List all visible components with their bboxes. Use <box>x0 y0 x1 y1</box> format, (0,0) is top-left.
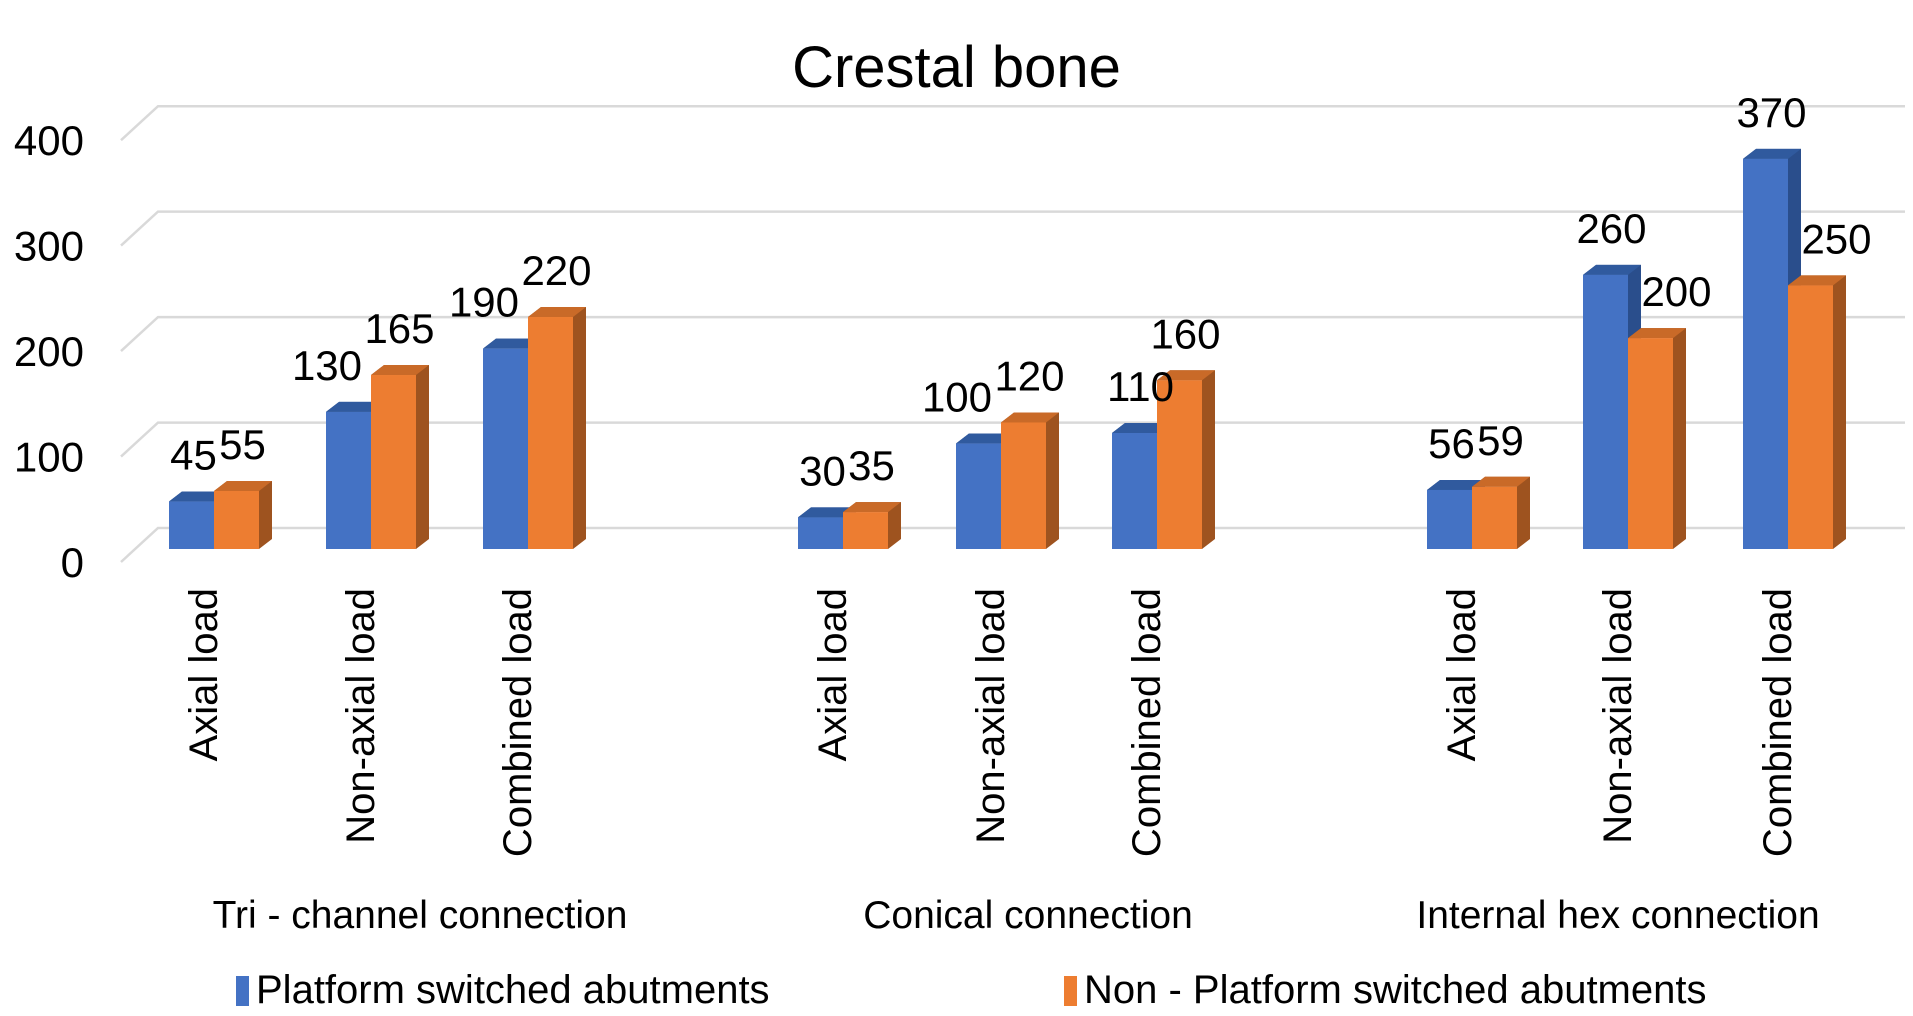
y-tick-label: 0 <box>61 539 84 586</box>
gridline-300 <box>120 210 1905 247</box>
bar-platform-switched-top <box>326 401 384 412</box>
bar-non-platform-switched-front <box>1472 486 1517 549</box>
category-label-non-axial-load: Non-axial load <box>1596 588 1640 844</box>
bar-platform-switched-front <box>169 501 214 549</box>
bar-platform-switched-top <box>169 491 227 502</box>
legend-item-non-platform-switched: Non - Platform switched abutments <box>1064 968 1706 1013</box>
bar-non-platform-switched-front <box>1628 338 1673 549</box>
category-label-axial-load: Axial load <box>182 588 226 762</box>
y-tick-label: 300 <box>14 223 84 270</box>
legend-label: Platform switched abutments <box>256 968 770 1012</box>
category-label-axial-load: Axial load <box>811 588 855 762</box>
bar-platform-switched-top <box>956 433 1014 444</box>
bar-platform-switched-top <box>1583 264 1641 275</box>
bar-non-platform-switched-top <box>843 502 901 513</box>
bar-platform-switched-front <box>1743 158 1788 549</box>
bar-non-platform-switched-side <box>1788 275 1846 549</box>
bar-non-platform-switched-top <box>214 481 272 492</box>
data-label: 45 <box>170 432 217 479</box>
bar-non-platform-switched-side <box>1157 370 1215 549</box>
bar-platform-switched-front <box>956 443 1001 549</box>
data-label: 30 <box>799 447 846 494</box>
gridline-200 <box>120 315 1905 353</box>
data-label: 250 <box>1801 215 1871 262</box>
bar-platform-switched-top <box>798 507 856 518</box>
gridline-400 <box>120 104 1905 142</box>
bar-non-platform-switched-front <box>1157 380 1202 549</box>
group-label-internal-hex: Internal hex connection <box>1416 894 1820 937</box>
bar-non-platform-switched-side <box>371 365 429 549</box>
data-label: 55 <box>219 421 266 468</box>
bar-platform-switched-front <box>1583 274 1628 549</box>
legend-marker-blue <box>236 975 249 1006</box>
bar-non-platform-switched-side <box>528 307 586 549</box>
bar-non-platform-switched-top <box>1788 275 1846 286</box>
category-label-combined-load: Combined load <box>1756 588 1800 858</box>
bar-non-platform-switched-front <box>214 491 259 549</box>
data-label: 59 <box>1477 417 1524 464</box>
legend-label: Non - Platform switched abutments <box>1084 968 1707 1012</box>
bar-non-platform-switched-top <box>1472 476 1530 487</box>
legend-marker-orange <box>1064 975 1077 1006</box>
chart-title: Crestal bone <box>792 35 1121 100</box>
data-label: 100 <box>922 374 992 421</box>
bar-non-platform-switched-side <box>1001 412 1059 549</box>
data-label: 56 <box>1428 420 1475 467</box>
bar-platform-switched-front <box>326 411 371 549</box>
bar-non-platform-switched-front <box>371 375 416 549</box>
bar-non-platform-switched-top <box>1001 412 1059 423</box>
category-label-axial-load: Axial load <box>1440 588 1484 762</box>
data-label: 200 <box>1641 268 1711 315</box>
data-label: 120 <box>994 353 1064 400</box>
category-label-non-axial-load: Non-axial load <box>339 588 383 844</box>
y-tick-label: 200 <box>14 328 84 375</box>
category-label-non-axial-load: Non-axial load <box>969 588 1013 844</box>
data-label: 110 <box>1107 363 1174 410</box>
bar-non-platform-switched-top <box>528 307 586 318</box>
bar-platform-switched-top <box>1427 479 1485 490</box>
bar-non-platform-switched-side <box>1628 328 1686 549</box>
gridline-100 <box>120 421 1905 458</box>
bar-platform-switched-front <box>483 348 528 549</box>
data-label: 190 <box>449 279 519 326</box>
data-label: 220 <box>521 247 591 294</box>
bar-platform-switched-front <box>1112 433 1157 549</box>
bar-non-platform-switched-front <box>843 512 888 549</box>
data-label: 130 <box>292 342 362 389</box>
bar-non-platform-switched-front <box>1001 422 1046 549</box>
data-label: 260 <box>1576 205 1646 252</box>
y-tick-label: 100 <box>14 434 84 481</box>
bar-non-platform-switched-front <box>1788 285 1833 549</box>
group-label-tri-channel: Tri - channel connection <box>212 894 628 937</box>
bar-platform-switched-top <box>483 338 541 349</box>
bar-platform-switched-front <box>1427 489 1472 549</box>
category-label-combined-load: Combined load <box>496 588 540 858</box>
group-label-conical: Conical connection <box>863 894 1193 937</box>
data-label: 165 <box>364 305 434 352</box>
bar-platform-switched-top <box>1112 423 1170 434</box>
category-label-combined-load: Combined load <box>1125 588 1169 858</box>
bar-non-platform-switched-top <box>1628 328 1686 339</box>
data-label: 370 <box>1736 89 1806 136</box>
bar-platform-switched-front <box>798 517 843 549</box>
bar-non-platform-switched-top <box>1157 370 1215 381</box>
gridline-0 <box>120 526 1905 563</box>
y-tick-label: 400 <box>14 117 84 164</box>
bar-non-platform-switched-front <box>528 317 573 549</box>
bar-non-platform-switched-top <box>371 365 429 376</box>
legend-item-platform-switched: Platform switched abutments <box>236 968 770 1013</box>
data-label: 35 <box>848 442 895 489</box>
data-label: 160 <box>1150 310 1220 357</box>
bar-platform-switched-top <box>1743 148 1801 159</box>
